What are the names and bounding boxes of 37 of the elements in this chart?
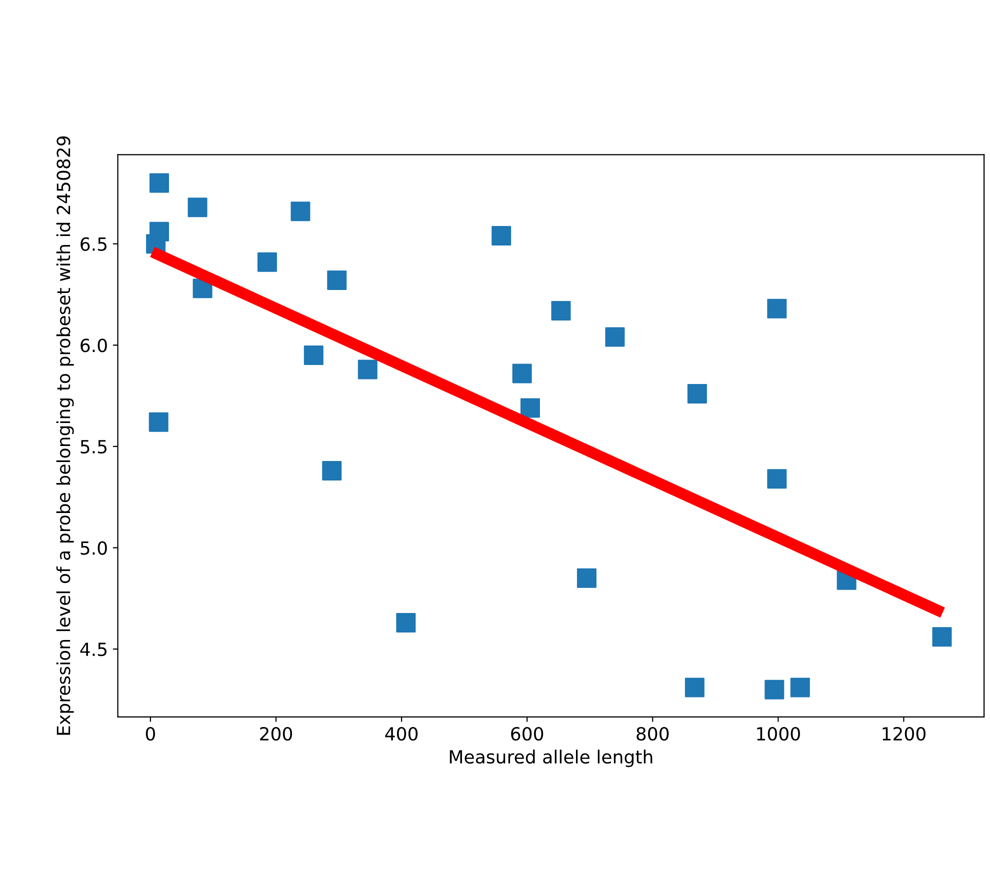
y-tick-label: 6.5	[80, 237, 107, 251]
x-tick-label: 800	[636, 726, 669, 741]
point	[790, 678, 810, 698]
x-tick-label: 1200	[882, 726, 926, 741]
point	[764, 680, 784, 700]
x-tick-label: 400	[385, 726, 418, 741]
point	[767, 298, 787, 318]
point	[492, 226, 512, 246]
point	[687, 384, 707, 404]
point	[767, 469, 787, 489]
point	[304, 346, 324, 366]
point	[932, 627, 952, 647]
x-tick-label: 0	[146, 726, 155, 741]
point	[576, 568, 596, 588]
point	[358, 360, 378, 380]
point	[257, 252, 277, 272]
point	[322, 461, 342, 481]
x-tick-label: 600	[511, 726, 544, 741]
point	[327, 270, 347, 290]
y-tick-label: 4.5	[80, 642, 107, 656]
point	[188, 198, 208, 218]
point	[512, 364, 532, 384]
point	[520, 398, 540, 418]
point	[684, 678, 704, 698]
x-axis-title: Measured allele length	[450, 750, 652, 768]
point	[290, 202, 310, 222]
y-tick-label: 6.0	[80, 338, 107, 352]
point	[149, 173, 169, 193]
x-tick-label: 1000	[757, 726, 800, 741]
point	[551, 300, 571, 320]
y-tick-label: 5.0	[80, 541, 107, 555]
point	[148, 412, 168, 432]
point	[605, 327, 625, 347]
y-tick-label: 5.5	[80, 440, 107, 454]
point	[396, 612, 416, 632]
x-tick-label: 200	[260, 726, 292, 741]
y-axis-title: Expression level of a probe belonging to probeset with id 2450829	[56, 136, 74, 735]
